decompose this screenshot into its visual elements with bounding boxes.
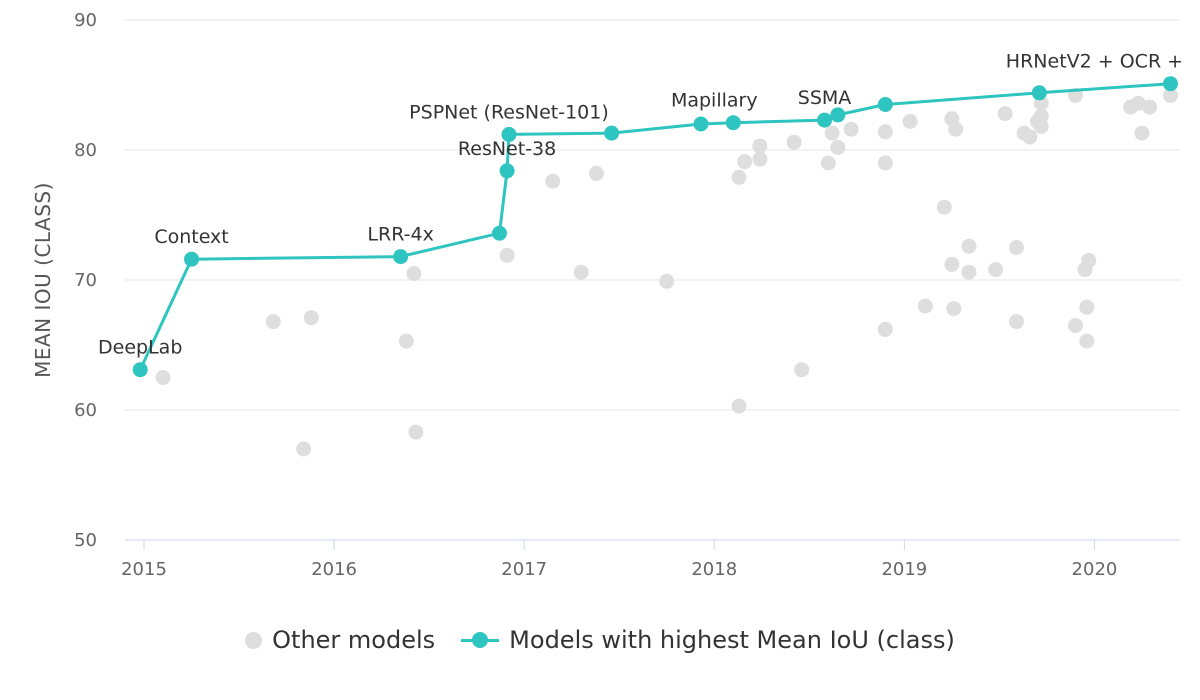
other-model-point xyxy=(406,266,422,281)
other-model-point xyxy=(824,125,840,141)
other-model-point xyxy=(731,398,747,414)
x-tick-label: 2017 xyxy=(501,559,547,580)
other-model-point xyxy=(786,134,802,150)
other-model-point xyxy=(659,273,675,289)
other-model-point xyxy=(1033,119,1049,135)
other-model-point xyxy=(936,199,952,215)
point-label: Context xyxy=(154,226,228,248)
other-model-point xyxy=(1079,333,1095,349)
point-annotations: DeepLab Context LRR-4x ResNet-38 PSPNet (Res… xyxy=(98,51,1183,359)
other-model-point xyxy=(843,121,859,137)
other-model-point xyxy=(155,370,171,385)
other-model-point xyxy=(499,247,515,263)
other-model-point xyxy=(296,441,312,457)
y-tick-label: 60 xyxy=(74,400,97,421)
point-label: Mapillary xyxy=(671,90,758,112)
other-model-point xyxy=(1162,87,1178,103)
sota-series xyxy=(132,76,1178,378)
other-model-point xyxy=(961,238,977,254)
other-model-point xyxy=(545,173,561,189)
sota-point xyxy=(491,225,507,241)
other-model-point xyxy=(961,264,977,280)
y-tick-label: 90 xyxy=(74,10,97,31)
sota-point xyxy=(817,112,833,128)
x-tick-label: 2015 xyxy=(121,559,167,580)
other-model-point xyxy=(997,106,1013,122)
point-label: HRNetV2 + OCR + xyxy=(1006,51,1183,73)
point-label: DeepLab xyxy=(98,337,182,359)
x-tick-label: 2020 xyxy=(1072,559,1118,580)
other-model-point xyxy=(794,362,810,378)
sota-point xyxy=(132,362,148,378)
other-model-point xyxy=(1142,99,1158,115)
y-axis: 50 60 70 80 90 xyxy=(74,10,97,551)
sota-point xyxy=(693,116,709,132)
other-model-point xyxy=(1130,95,1146,111)
other-model-point xyxy=(1081,253,1097,268)
other-model-point xyxy=(737,154,753,170)
other-model-point xyxy=(877,124,893,140)
x-axis: 2015 2016 2017 2018 2019 2020 xyxy=(121,539,1180,580)
other-model-point xyxy=(902,113,918,129)
other-model-point xyxy=(830,139,846,155)
sota-point xyxy=(877,97,893,112)
point-label: PSPNet (ResNet-101) xyxy=(409,101,609,123)
legend-label-sota-models: Models with highest Mean IoU (class) xyxy=(509,626,955,654)
other-model-point xyxy=(1033,108,1049,124)
other-model-point xyxy=(988,262,1004,278)
chart-canvas: 2015 2016 2017 2018 2019 2020 50 60 70 80 90 MEAN… xyxy=(31,10,1183,580)
other-model-point xyxy=(303,310,319,326)
other-model-point xyxy=(820,155,836,171)
other-model-point xyxy=(1067,318,1083,333)
other-model-point xyxy=(731,169,747,185)
gridlines xyxy=(125,19,1180,541)
other-model-point xyxy=(752,138,768,154)
point-label: SSMA xyxy=(798,87,852,109)
other-model-point xyxy=(265,314,281,330)
other-model-point xyxy=(877,155,893,171)
sota-point xyxy=(725,115,741,131)
other-model-point xyxy=(1134,125,1150,141)
x-tick-label: 2019 xyxy=(881,559,927,580)
sota-line xyxy=(138,82,1171,371)
other-models-series xyxy=(155,87,1178,457)
sota-point xyxy=(604,125,620,141)
other-model-point xyxy=(944,256,960,272)
sota-point xyxy=(501,126,517,142)
y-tick-label: 70 xyxy=(74,270,97,291)
other-model-point xyxy=(588,165,604,181)
other-model-point xyxy=(408,424,424,440)
legend-dot-icon xyxy=(245,631,263,649)
other-model-point xyxy=(398,333,414,349)
sota-point xyxy=(1162,76,1178,92)
other-model-point xyxy=(573,264,589,280)
x-tick-label: 2018 xyxy=(691,559,737,580)
other-model-point xyxy=(1079,299,1095,315)
y-tick-label: 50 xyxy=(74,530,97,551)
sota-point xyxy=(184,251,200,267)
legend-label-other-models: Other models xyxy=(272,626,436,654)
sota-point xyxy=(1031,85,1047,101)
other-model-point xyxy=(1009,314,1025,330)
other-model-point xyxy=(752,151,768,167)
sota-point xyxy=(393,249,409,265)
y-axis-title: MEAN IOU (CLASS) xyxy=(31,182,55,378)
other-model-point xyxy=(948,121,964,137)
y-tick-label: 80 xyxy=(74,140,97,161)
other-model-point xyxy=(917,298,933,314)
sota-point xyxy=(830,107,846,123)
other-model-point xyxy=(877,321,893,337)
legend-item-sota-models[interactable]: Models with highest Mean IoU (class) xyxy=(461,626,955,654)
sota-point xyxy=(499,163,515,179)
other-model-point xyxy=(1022,129,1038,145)
legend-line-marker-icon xyxy=(461,632,500,648)
other-model-point xyxy=(1009,240,1025,255)
legend-item-other-models[interactable]: Other models xyxy=(245,626,435,654)
point-label: ResNet-38 xyxy=(458,138,556,160)
other-model-point xyxy=(946,301,962,317)
point-label: LRR-4x xyxy=(367,224,433,246)
x-tick-label: 2016 xyxy=(311,559,357,580)
legend: Other models Models with highest Mean Io… xyxy=(0,620,1200,660)
